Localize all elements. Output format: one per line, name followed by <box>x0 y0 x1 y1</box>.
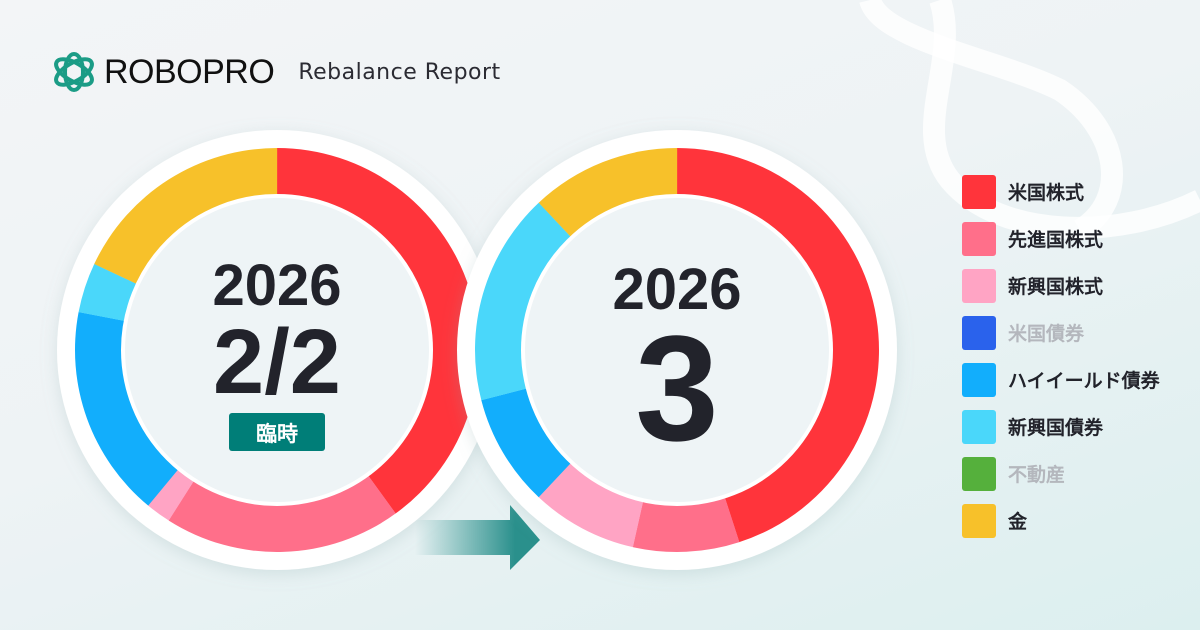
legend-label: 不動産 <box>1008 464 1066 486</box>
donut-slice-5 <box>538 148 678 241</box>
donut-slice-1 <box>632 492 740 552</box>
donut-slice-3 <box>481 387 575 498</box>
legend-item: 金 <box>962 497 1160 544</box>
legend-label: ハイイールド債券 <box>1008 370 1160 392</box>
header: ROBOPRO Rebalance Report <box>50 52 501 92</box>
robopro-logo-icon <box>54 52 94 92</box>
adhoc-badge-label: 臨時 <box>256 422 298 446</box>
decor-curve <box>923 0 1200 239</box>
donut-slice-2 <box>148 465 197 521</box>
legend-item: 新興国株式 <box>962 262 1160 309</box>
legend-item: 米国株式 <box>962 168 1160 215</box>
donut-chart-current <box>57 130 497 570</box>
brand-name: ROBOPRO <box>104 52 275 91</box>
current-date: 2/2 <box>213 311 341 413</box>
legend-swatch <box>962 268 996 303</box>
donut-center <box>521 194 833 506</box>
legend-label: 新興国債券 <box>1008 417 1104 439</box>
legend-label: 米国債券 <box>1008 323 1085 345</box>
donut-slice-3 <box>75 311 182 506</box>
donut-center <box>121 194 433 506</box>
report-subtitle: Rebalance Report <box>298 59 501 85</box>
legend-label: 金 <box>1008 511 1028 533</box>
legend-swatch <box>962 221 996 256</box>
legend-label: 先進国株式 <box>1008 229 1104 251</box>
legend-item: 先進国株式 <box>962 215 1160 262</box>
legend-swatch <box>962 456 996 491</box>
legend-label: 新興国株式 <box>1008 276 1104 298</box>
next-year: 2026 <box>612 257 741 322</box>
donut-chart-next <box>457 130 897 570</box>
legend-swatch <box>962 315 996 350</box>
legend-item: 新興国債券 <box>962 403 1160 450</box>
legend-item: ハイイールド債券 <box>962 356 1160 403</box>
donut-slice-2 <box>538 459 645 548</box>
legend-swatch <box>962 409 996 444</box>
donut-slice-4 <box>78 263 142 322</box>
legend-swatch <box>962 174 996 209</box>
donut-slice-0 <box>677 148 879 543</box>
arrow-right-icon <box>415 505 540 570</box>
legend-swatch <box>962 362 996 397</box>
donut-slice-5 <box>94 147 278 287</box>
adhoc-badge <box>229 413 325 451</box>
legend-item: 不動産 <box>962 450 1160 497</box>
next-month: 3 <box>635 304 718 472</box>
legend-item: 米国債券 <box>962 309 1160 356</box>
legend-label: 米国株式 <box>1008 182 1085 204</box>
legend: 米国株式先進国株式新興国株式米国債券ハイイールド債券 新興国債券不動産金 <box>962 168 1160 544</box>
donut-slice-4 <box>475 202 575 401</box>
current-year: 2026 <box>212 253 341 318</box>
decor-curve <box>859 0 1123 240</box>
donut-slice-0 <box>277 148 479 514</box>
legend-swatch <box>962 503 996 538</box>
